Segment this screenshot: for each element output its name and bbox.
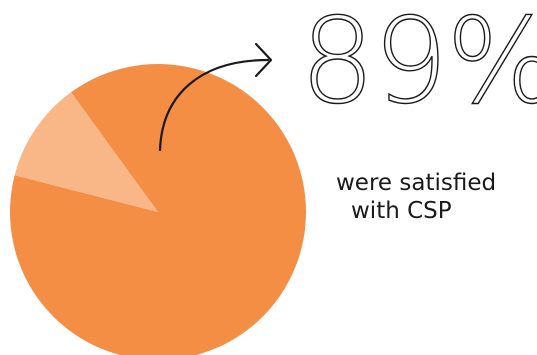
pie-slice-satisfied xyxy=(10,64,306,355)
pie-slices xyxy=(10,64,306,355)
headline-caption-line-2: with CSP xyxy=(351,198,452,224)
arrow-icon xyxy=(158,42,273,152)
headline-percentage: 89% xyxy=(299,0,537,130)
headline-caption-line-1: were satisfied xyxy=(336,170,497,196)
pie-slice-not-satisfied xyxy=(14,92,159,212)
